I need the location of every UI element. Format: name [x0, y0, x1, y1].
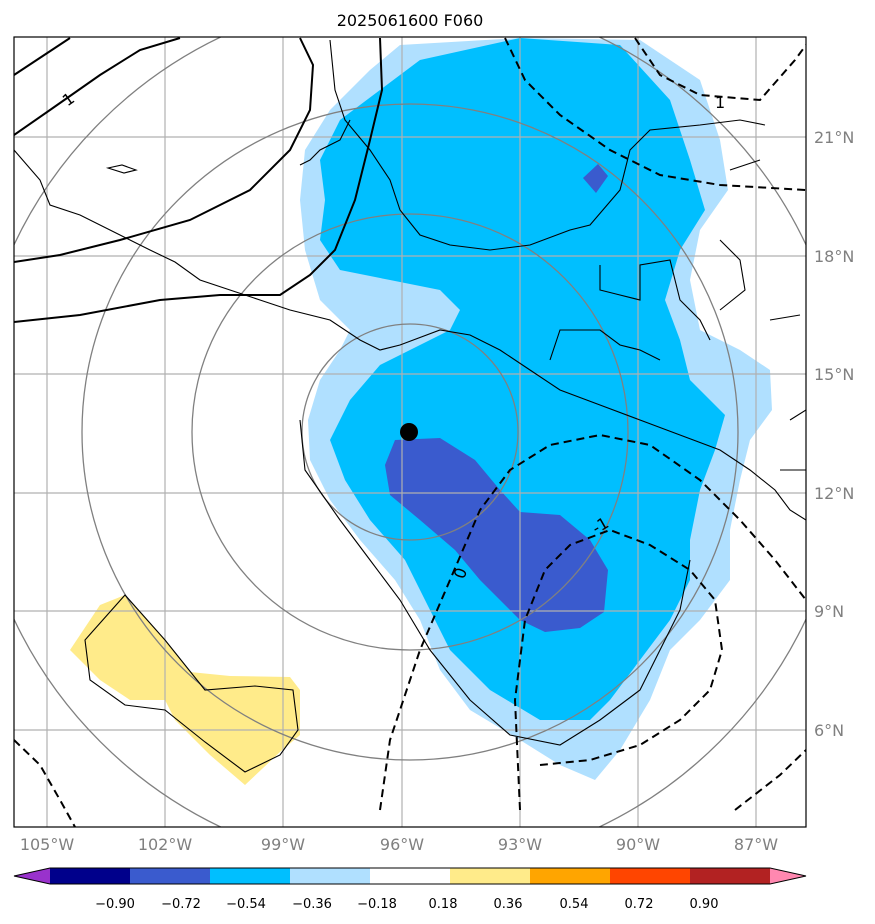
colorbar-tick: −0.54: [226, 897, 266, 912]
colorbar: −0.90 −0.72 −0.54 −0.36 −0.18 0.18 0.36 …: [13, 867, 807, 912]
colorbar-tick: −0.36: [292, 897, 332, 912]
range-rings: [14, 37, 806, 827]
solid-contours: [14, 37, 384, 323]
grid-lines: [14, 37, 806, 827]
colorbar-segments: [14, 868, 806, 884]
colorbar-tick: −0.72: [161, 897, 201, 912]
dark-blue-region: [385, 438, 608, 632]
colorbar-tick: 0.72: [625, 897, 654, 912]
colorbar-segment: [370, 868, 451, 884]
colorbar-segment: [290, 868, 371, 884]
contour-label: 1: [715, 93, 725, 112]
colorbar-segment: [450, 868, 531, 884]
colorbar-tick: 0.36: [494, 897, 523, 912]
colorbar-segment: [130, 868, 211, 884]
lon-label: 99°W: [261, 835, 305, 854]
lon-label: 102°W: [138, 835, 193, 854]
lon-label: 93°W: [498, 835, 542, 854]
colorbar-tick: 0.90: [690, 897, 719, 912]
dashed-contours: [14, 37, 806, 827]
colorbar-outline: [13, 867, 807, 885]
yellow-region: [70, 595, 300, 785]
colorbar-tick: 0.54: [560, 897, 589, 912]
lon-label: 90°W: [616, 835, 660, 854]
lat-label: 21°N: [814, 128, 854, 147]
lon-label: 105°W: [20, 835, 75, 854]
lat-label: 18°N: [814, 247, 854, 266]
colorbar-tick: 0.18: [429, 897, 458, 912]
colorbar-extend-high: [770, 868, 806, 884]
lat-label: 6°N: [814, 721, 844, 740]
map-frame: [13, 36, 807, 828]
map-title: 2025061600 F060: [337, 11, 484, 30]
lon-label: 87°W: [734, 835, 778, 854]
colorbar-tick: −0.18: [357, 897, 397, 912]
colorbar-tick: −0.90: [95, 897, 135, 912]
dark-blue-spot: [583, 164, 608, 193]
colorbar-segment: [610, 868, 691, 884]
colorbar-segment: [690, 868, 771, 884]
sky-blue-region: [320, 38, 725, 720]
lat-label: 15°N: [814, 365, 854, 384]
colorbar-ticks: −0.90 −0.72 −0.54 −0.36 −0.18 0.18 0.36 …: [95, 897, 718, 912]
lon-label: 96°W: [380, 835, 424, 854]
colorbar-segment: [530, 868, 611, 884]
colorbar-extend-low: [14, 868, 50, 884]
coastlines: [14, 39, 806, 773]
lat-label: 9°N: [814, 602, 844, 621]
map-area: [14, 37, 806, 827]
latitude-labels: 21°N 18°N 15°N 12°N 9°N 6°N: [814, 128, 854, 740]
colorbar-segment: [210, 868, 291, 884]
storm-center-dot: [400, 423, 418, 441]
colorbar-segment: [50, 868, 131, 884]
lat-label: 12°N: [814, 484, 854, 503]
longitude-labels: 105°W 102°W 99°W 96°W 93°W 90°W 87°W: [20, 835, 778, 854]
